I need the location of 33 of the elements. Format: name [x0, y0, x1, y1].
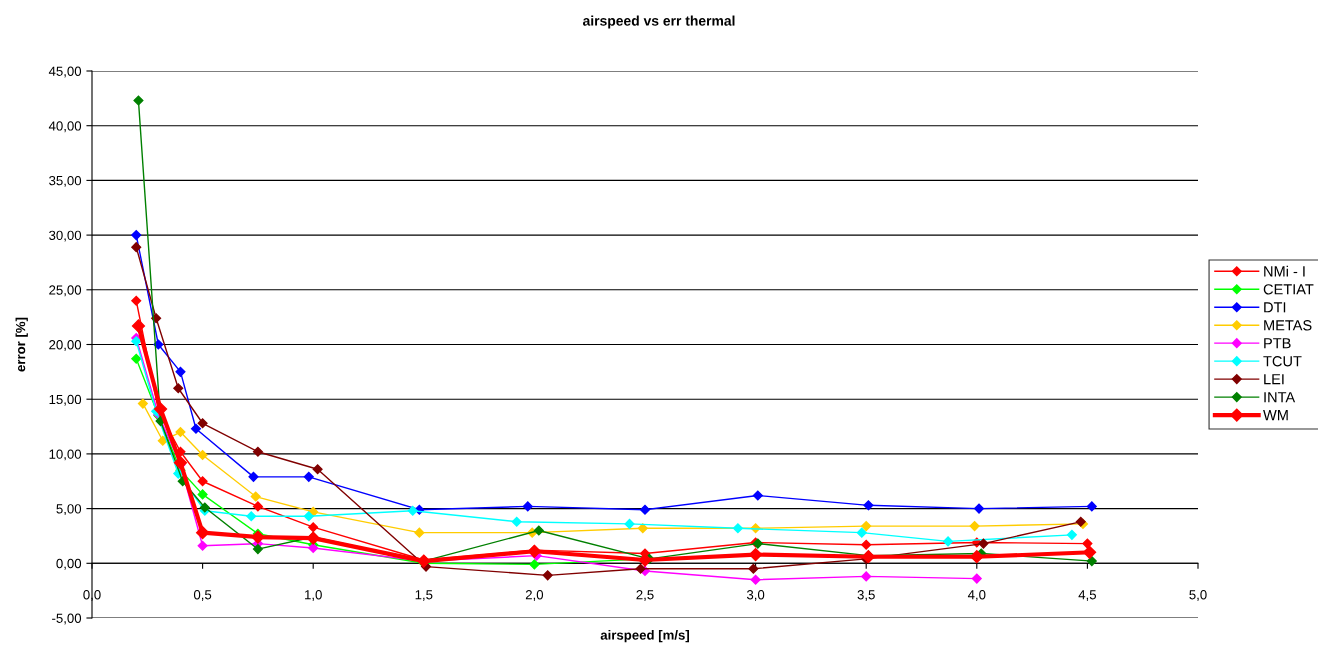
legend-label: NMi - I [1264, 265, 1305, 277]
x-axis-title: airspeed [m/s] [600, 630, 689, 643]
y-axis-title: error [%] [15, 317, 28, 372]
y-tick-label: 5,00 [56, 504, 82, 516]
legend-label: METAS [1264, 320, 1312, 331]
x-tick-label: 2,5 [636, 590, 654, 601]
legend-label: WM [1263, 410, 1288, 421]
chart-title: airspeed vs err thermal [582, 15, 735, 29]
legend-label: LEI [1264, 374, 1284, 385]
y-tick-label: 30,00 [49, 230, 82, 242]
y-tick-label: 25,00 [49, 285, 82, 297]
y-tick-label: 10,00 [49, 449, 82, 461]
x-tick-label: 2,0 [525, 590, 544, 601]
y-tick-label: 15,00 [49, 394, 82, 406]
legend-label: INTA [1264, 392, 1296, 403]
legend-label: TCUT [1263, 356, 1302, 367]
y-tick-label: 0,00 [56, 558, 82, 570]
y-tick-label: 20,00 [49, 340, 82, 351]
legend-label: CETIAT [1263, 284, 1314, 295]
x-tick-label: 1,5 [415, 590, 433, 601]
x-tick-label: 4,5 [1078, 590, 1097, 601]
y-tick-label: 40,00 [48, 121, 82, 133]
y-tick-label: 45,00 [48, 66, 82, 78]
y-tick-label: 35,00 [49, 175, 82, 187]
x-tick-label: 0,5 [193, 590, 212, 601]
y-tick-label: -5,00 [52, 613, 82, 625]
x-tick-label: 1,0 [305, 590, 322, 601]
x-tick-label: 3,5 [857, 590, 875, 601]
x-tick-label: 3,0 [746, 590, 765, 601]
legend-label: PTB [1264, 338, 1291, 349]
x-tick-label: 4,0 [967, 590, 986, 601]
x-tick-label: 5,0 [1189, 590, 1207, 601]
legend-label: DTI [1264, 302, 1286, 313]
